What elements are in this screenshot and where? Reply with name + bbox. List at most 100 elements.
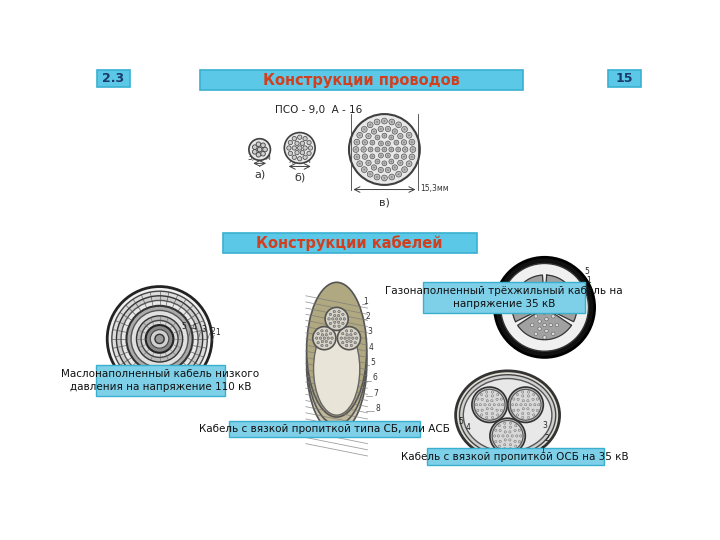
Circle shape <box>292 155 297 159</box>
Ellipse shape <box>459 375 556 456</box>
Circle shape <box>375 147 380 152</box>
Circle shape <box>540 297 543 300</box>
Polygon shape <box>518 311 572 340</box>
Circle shape <box>472 387 508 422</box>
Circle shape <box>367 122 373 128</box>
Circle shape <box>527 413 530 415</box>
Circle shape <box>522 408 524 410</box>
Text: Кабель с вязкой пропиткой ОСБ на 35 кВ: Кабель с вязкой пропиткой ОСБ на 35 кВ <box>402 452 629 462</box>
Circle shape <box>387 169 389 171</box>
Circle shape <box>346 340 348 343</box>
Circle shape <box>361 147 366 152</box>
Circle shape <box>504 431 506 433</box>
Text: 1: 1 <box>540 447 544 456</box>
Circle shape <box>528 309 531 313</box>
Text: 5: 5 <box>585 267 589 275</box>
Circle shape <box>303 146 307 150</box>
Circle shape <box>389 174 395 180</box>
Circle shape <box>401 154 407 159</box>
Circle shape <box>404 129 405 130</box>
Circle shape <box>397 173 400 175</box>
Circle shape <box>351 337 354 339</box>
Circle shape <box>325 340 328 343</box>
Circle shape <box>380 128 382 130</box>
Circle shape <box>300 141 305 145</box>
Ellipse shape <box>464 379 552 452</box>
Circle shape <box>486 400 488 402</box>
Circle shape <box>390 160 392 163</box>
Circle shape <box>396 147 401 152</box>
Circle shape <box>284 132 315 164</box>
Circle shape <box>406 161 412 167</box>
Circle shape <box>486 408 488 410</box>
Text: 4: 4 <box>369 343 374 352</box>
Circle shape <box>392 165 397 170</box>
Circle shape <box>403 156 405 158</box>
Circle shape <box>500 264 588 351</box>
Circle shape <box>382 147 387 152</box>
Circle shape <box>349 114 420 185</box>
Circle shape <box>397 160 403 166</box>
Circle shape <box>341 341 344 344</box>
Circle shape <box>292 137 297 141</box>
Circle shape <box>400 135 401 137</box>
Text: 2.3: 2.3 <box>102 72 125 85</box>
Circle shape <box>529 403 531 406</box>
Circle shape <box>369 148 372 151</box>
Circle shape <box>560 291 564 294</box>
Circle shape <box>532 409 534 411</box>
Circle shape <box>516 414 518 416</box>
Circle shape <box>485 416 488 419</box>
Ellipse shape <box>307 290 366 425</box>
FancyBboxPatch shape <box>199 70 523 90</box>
Circle shape <box>374 174 380 180</box>
Circle shape <box>379 141 383 146</box>
Circle shape <box>491 413 494 415</box>
Circle shape <box>538 327 541 330</box>
Circle shape <box>519 306 522 309</box>
Circle shape <box>112 291 207 387</box>
Circle shape <box>370 140 375 145</box>
Circle shape <box>338 327 361 350</box>
Circle shape <box>338 325 341 327</box>
Circle shape <box>340 337 343 339</box>
Circle shape <box>516 403 518 406</box>
Circle shape <box>497 393 499 396</box>
Circle shape <box>490 418 526 454</box>
Circle shape <box>534 403 536 406</box>
Text: 7,5мм: 7,5мм <box>288 156 312 165</box>
Text: 5: 5 <box>181 322 186 331</box>
Circle shape <box>488 403 491 406</box>
Circle shape <box>384 120 385 122</box>
Circle shape <box>107 287 212 392</box>
Text: 2: 2 <box>210 327 215 335</box>
Circle shape <box>404 148 406 151</box>
Circle shape <box>325 334 328 336</box>
Circle shape <box>367 135 369 137</box>
Circle shape <box>382 175 387 181</box>
Circle shape <box>364 129 365 130</box>
Circle shape <box>520 403 522 406</box>
Circle shape <box>374 119 380 125</box>
Circle shape <box>514 440 516 442</box>
Circle shape <box>385 141 390 146</box>
Text: 3: 3 <box>542 421 547 430</box>
Circle shape <box>531 323 534 327</box>
Circle shape <box>480 414 482 416</box>
Circle shape <box>391 121 392 123</box>
Circle shape <box>534 297 537 300</box>
Circle shape <box>527 408 529 410</box>
Circle shape <box>409 139 415 145</box>
Circle shape <box>533 393 535 396</box>
Circle shape <box>522 400 524 402</box>
Circle shape <box>545 329 548 333</box>
Circle shape <box>376 176 378 178</box>
Circle shape <box>382 133 387 138</box>
Circle shape <box>503 443 506 446</box>
Circle shape <box>558 309 562 313</box>
Circle shape <box>406 132 412 138</box>
Circle shape <box>395 141 397 144</box>
Circle shape <box>497 414 499 416</box>
Circle shape <box>341 333 344 335</box>
Circle shape <box>385 153 390 158</box>
